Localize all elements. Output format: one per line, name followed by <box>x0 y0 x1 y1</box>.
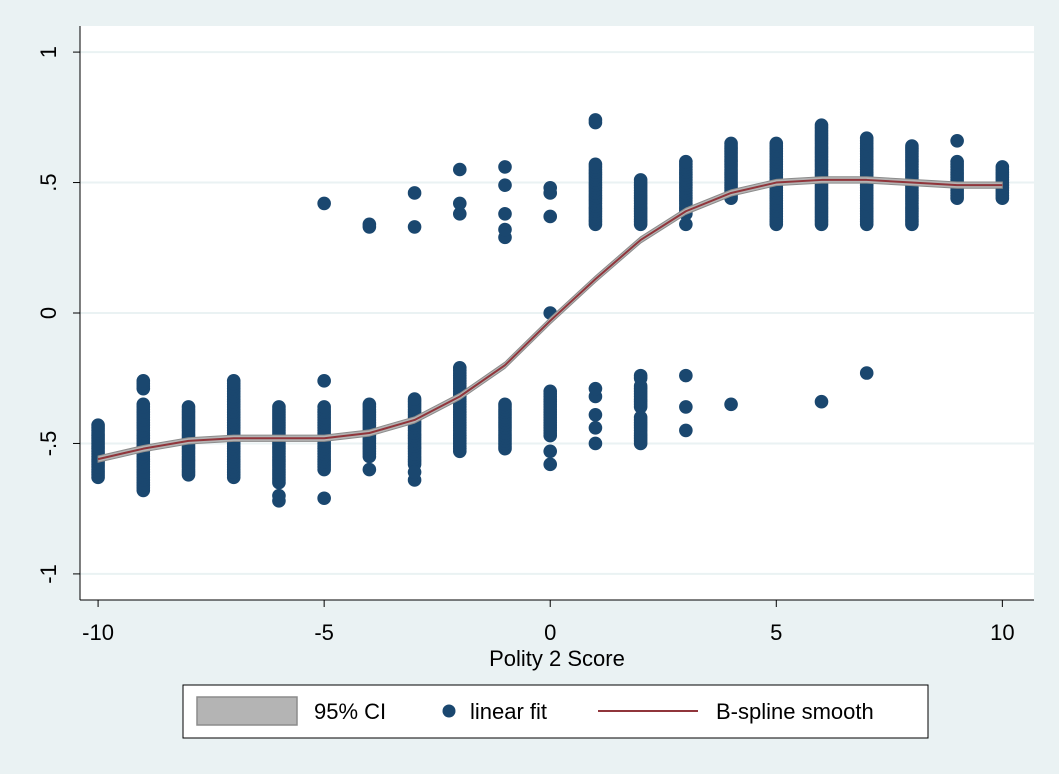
scatter-point <box>407 465 422 479</box>
scatter-point <box>543 180 558 195</box>
x-tick-label: -10 <box>82 620 114 645</box>
scatter-point <box>452 207 467 221</box>
legend-label-ci: 95% CI <box>314 699 386 724</box>
scatter-point <box>362 462 377 477</box>
scatter-point <box>588 381 603 396</box>
scatter-point <box>995 160 1010 174</box>
scatter-point <box>543 444 558 459</box>
scatter-point <box>814 394 829 409</box>
x-tick-label: 5 <box>770 620 782 645</box>
y-tick-label: -.5 <box>36 431 61 457</box>
y-tick-label: .5 <box>36 173 61 191</box>
scatter-point <box>452 196 467 211</box>
scatter-point <box>769 136 784 151</box>
scatter-point <box>272 400 286 414</box>
x-tick-label: -5 <box>314 620 334 645</box>
scatter-point <box>588 436 603 451</box>
scatter-point <box>679 400 693 414</box>
y-tick-label: 1 <box>36 46 61 58</box>
scatter-point <box>317 374 331 388</box>
scatter-point <box>859 366 874 380</box>
scatter-point <box>679 154 693 169</box>
legend: 95% CI linear fit B-spline smooth <box>182 684 929 739</box>
y-tick-label: -1 <box>36 564 61 584</box>
legend-label-linear-fit: linear fit <box>470 699 547 724</box>
scatter-point <box>814 118 829 132</box>
scatter-point <box>633 410 648 425</box>
scatter-point <box>317 196 331 211</box>
scatter-point <box>498 178 512 192</box>
scatter-point <box>950 134 964 148</box>
scatter-point <box>407 392 422 406</box>
scatter-point <box>859 131 874 145</box>
scatter-point <box>588 157 603 172</box>
y-tick-label: 0 <box>36 307 61 319</box>
scatter-point <box>679 423 693 438</box>
legend-swatch-marker <box>442 704 456 718</box>
scatter-point <box>136 374 151 388</box>
scatter-point <box>272 488 286 503</box>
scatter-point <box>136 397 151 412</box>
legend-label-bspline: B-spline smooth <box>716 699 874 724</box>
scatter-point <box>905 139 919 153</box>
scatter-point <box>498 160 512 174</box>
scatter-point <box>91 418 105 432</box>
scatter-point <box>181 400 196 414</box>
scatter-point <box>452 360 467 375</box>
scatter-point <box>362 217 377 232</box>
smooth-line-layer <box>97 178 1003 461</box>
scatter-point <box>317 400 331 414</box>
scatter-point <box>317 491 331 506</box>
scatter-point <box>452 162 467 177</box>
scatter-point <box>543 457 558 472</box>
tick-labels: -1 -.5 0 .5 1 -10 -5 0 5 10 <box>36 46 1015 645</box>
scatter-point <box>407 220 422 234</box>
scatter-point <box>226 374 241 388</box>
scatter-point <box>362 397 377 412</box>
scatter-point <box>543 209 558 224</box>
scatter-point <box>724 397 738 412</box>
legend-swatch-ci-band <box>196 696 298 726</box>
x-tick-label: 10 <box>990 620 1014 645</box>
scatter-point <box>950 154 964 169</box>
scatter-point <box>679 217 693 232</box>
scatter-point <box>588 407 603 422</box>
scatter-point <box>633 368 648 383</box>
scatter-point <box>679 368 693 383</box>
scatter-point <box>588 113 603 127</box>
legend-box <box>182 684 929 739</box>
scatter-point <box>633 173 648 187</box>
scatter-point <box>543 384 558 399</box>
scatter-point <box>588 421 603 435</box>
scatter-point <box>724 136 738 151</box>
x-axis-label: Polity 2 Score <box>489 646 625 671</box>
scatter-point <box>498 222 512 237</box>
scatter-point <box>498 207 512 221</box>
x-tick-label: 0 <box>544 620 556 645</box>
scatter-point <box>407 186 422 200</box>
scatter-point <box>498 397 512 412</box>
bspline-smooth-line <box>97 178 1003 461</box>
